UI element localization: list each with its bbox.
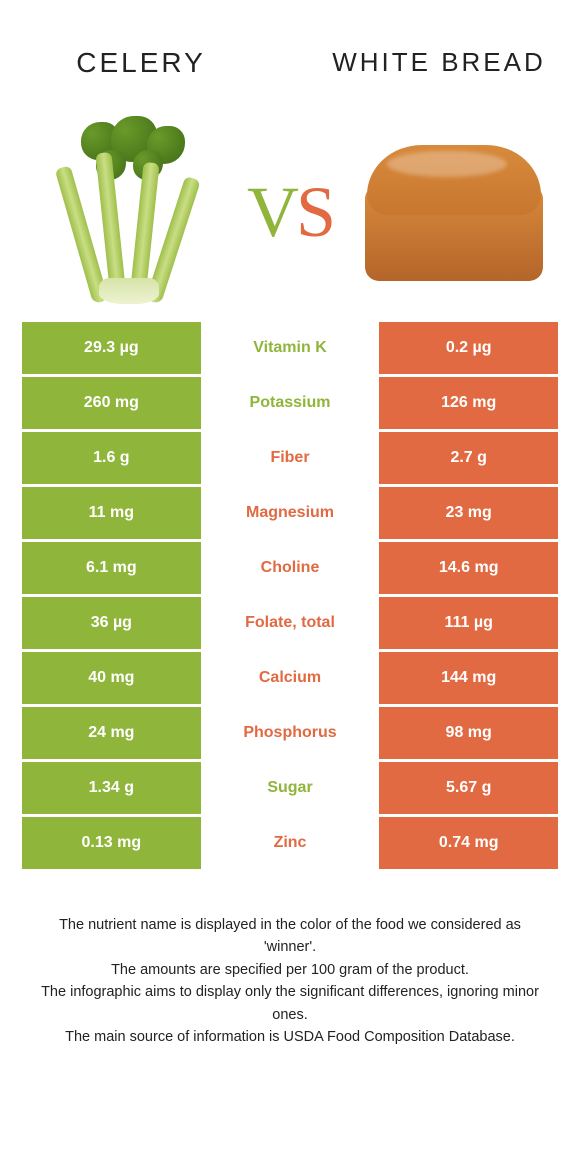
left-value: 29.3 µg bbox=[22, 322, 201, 377]
footer-line: The amounts are specified per 100 gram o… bbox=[34, 959, 546, 981]
right-food-image bbox=[350, 112, 558, 312]
table-row: 1.34 gSugar5.67 g bbox=[22, 762, 558, 817]
nutrient-label: Folate, total bbox=[201, 597, 380, 652]
footer-notes: The nutrient name is displayed in the co… bbox=[22, 914, 558, 1049]
table-row: 11 mgMagnesium23 mg bbox=[22, 487, 558, 542]
right-value: 2.7 g bbox=[379, 432, 558, 487]
left-value: 1.6 g bbox=[22, 432, 201, 487]
left-value: 40 mg bbox=[22, 652, 201, 707]
table-row: 260 mgPotassium126 mg bbox=[22, 377, 558, 432]
right-value: 23 mg bbox=[379, 487, 558, 542]
left-value: 36 µg bbox=[22, 597, 201, 652]
right-value: 0.74 mg bbox=[379, 817, 558, 872]
vs-v: V bbox=[247, 172, 296, 252]
nutrient-label: Calcium bbox=[201, 652, 380, 707]
nutrient-label: Sugar bbox=[201, 762, 380, 817]
table-row: 6.1 mgCholine14.6 mg bbox=[22, 542, 558, 597]
right-value: 98 mg bbox=[379, 707, 558, 762]
left-value: 0.13 mg bbox=[22, 817, 201, 872]
left-food-title: Celery bbox=[22, 47, 260, 79]
table-row: 0.13 mgZinc0.74 mg bbox=[22, 817, 558, 872]
comparison-images: VS bbox=[22, 112, 558, 312]
nutrient-label: Magnesium bbox=[201, 487, 380, 542]
nutrient-label: Potassium bbox=[201, 377, 380, 432]
left-value: 11 mg bbox=[22, 487, 201, 542]
right-value: 111 µg bbox=[379, 597, 558, 652]
vs-s: S bbox=[296, 172, 333, 252]
right-value: 144 mg bbox=[379, 652, 558, 707]
table-row: 24 mgPhosphorus98 mg bbox=[22, 707, 558, 762]
bread-icon bbox=[359, 137, 549, 287]
nutrient-label: Choline bbox=[201, 542, 380, 597]
footer-line: The nutrient name is displayed in the co… bbox=[34, 914, 546, 959]
nutrient-table: 29.3 µgVitamin K0.2 µg260 mgPotassium126… bbox=[22, 322, 558, 872]
right-value: 0.2 µg bbox=[379, 322, 558, 377]
right-food-title: White Bread bbox=[320, 48, 558, 78]
nutrient-label: Phosphorus bbox=[201, 707, 380, 762]
left-value: 1.34 g bbox=[22, 762, 201, 817]
table-row: 36 µgFolate, total111 µg bbox=[22, 597, 558, 652]
celery-icon bbox=[51, 122, 201, 302]
footer-line: The infographic aims to display only the… bbox=[34, 981, 546, 1026]
nutrient-label: Zinc bbox=[201, 817, 380, 872]
vs-label: VS bbox=[230, 171, 350, 254]
right-value: 14.6 mg bbox=[379, 542, 558, 597]
header: Celery White Bread bbox=[22, 18, 558, 108]
left-value: 260 mg bbox=[22, 377, 201, 432]
table-row: 40 mgCalcium144 mg bbox=[22, 652, 558, 707]
left-value: 6.1 mg bbox=[22, 542, 201, 597]
infographic-container: Celery White Bread VS 29.3 µgVitamin K0.… bbox=[0, 0, 580, 1049]
left-food-image bbox=[22, 112, 230, 312]
nutrient-label: Fiber bbox=[201, 432, 380, 487]
right-value: 5.67 g bbox=[379, 762, 558, 817]
right-value: 126 mg bbox=[379, 377, 558, 432]
footer-line: The main source of information is USDA F… bbox=[34, 1026, 546, 1048]
left-value: 24 mg bbox=[22, 707, 201, 762]
table-row: 29.3 µgVitamin K0.2 µg bbox=[22, 322, 558, 377]
table-row: 1.6 gFiber2.7 g bbox=[22, 432, 558, 487]
nutrient-label: Vitamin K bbox=[201, 322, 380, 377]
